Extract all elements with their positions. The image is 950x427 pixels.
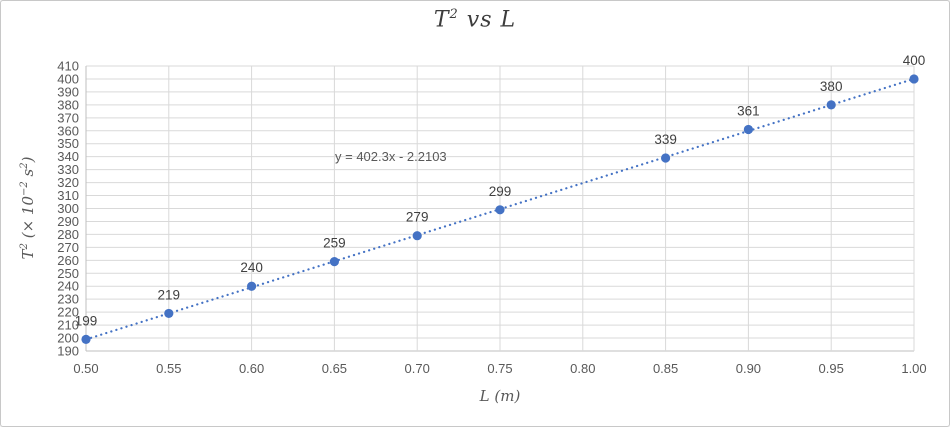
y-tick-label: 190 xyxy=(57,344,79,359)
data-point-label: 299 xyxy=(489,184,512,199)
x-axis-title: L (m) xyxy=(479,387,521,405)
data-point[interactable] xyxy=(81,334,91,344)
y-tick-label: 200 xyxy=(57,331,79,346)
y-tick-label: 240 xyxy=(57,279,79,294)
chart-title-base: T xyxy=(433,7,450,33)
data-point[interactable] xyxy=(826,100,836,110)
data-point-label: 380 xyxy=(820,79,843,94)
y-tick-label: 310 xyxy=(57,188,79,203)
y-tick-label: 290 xyxy=(57,214,79,229)
y-tick-label: 360 xyxy=(57,123,79,138)
y-tick-label: 260 xyxy=(57,253,79,268)
data-point[interactable] xyxy=(164,308,174,319)
y-tick-label: 350 xyxy=(57,136,79,151)
data-point-label: 339 xyxy=(654,132,677,147)
y-tick-label: 330 xyxy=(57,162,79,177)
chart-title: T2 vs L xyxy=(1,7,949,32)
data-point-label: 199 xyxy=(75,313,98,328)
x-tick-label: 1.00 xyxy=(901,361,926,376)
y-axis-title: T2 (× 10−2 s2) xyxy=(19,156,37,260)
y-tick-label: 220 xyxy=(57,305,79,320)
data-point[interactable] xyxy=(247,281,257,291)
y-tick-label: 230 xyxy=(57,292,79,307)
x-tick-label: 0.90 xyxy=(736,361,761,376)
x-tick-label: 0.50 xyxy=(73,361,98,376)
y-tick-label: 250 xyxy=(57,266,79,281)
y-tick-label: 280 xyxy=(57,227,79,242)
y-tick-label: 320 xyxy=(57,175,79,190)
data-point-label: 259 xyxy=(323,236,346,251)
data-point[interactable] xyxy=(495,205,505,215)
x-tick-label: 0.80 xyxy=(570,361,595,376)
chart-title-superscript: 2 xyxy=(449,7,459,22)
y-tick-label: 390 xyxy=(57,84,79,99)
y-tick-label: 270 xyxy=(57,240,79,255)
x-tick-label: 0.85 xyxy=(653,361,678,376)
data-point-label: 219 xyxy=(158,287,181,302)
y-tick-label: 380 xyxy=(57,97,79,112)
y-tick-label: 340 xyxy=(57,149,79,164)
data-point-label: 400 xyxy=(903,53,926,68)
data-point[interactable] xyxy=(329,257,339,267)
y-tick-label: 210 xyxy=(57,318,79,333)
data-point-label: 361 xyxy=(737,103,760,118)
trendline-equation-label: y = 402.3x - 2.2103 xyxy=(335,149,447,164)
x-tick-label: 0.70 xyxy=(405,361,430,376)
data-point[interactable] xyxy=(743,124,754,135)
y-tick-label: 370 xyxy=(57,110,79,125)
x-tick-label: 0.75 xyxy=(487,361,512,376)
y-tick-label: 400 xyxy=(57,71,79,86)
x-tick-label: 0.65 xyxy=(322,361,347,376)
data-point-label: 240 xyxy=(240,260,263,275)
data-point[interactable] xyxy=(909,74,919,84)
x-tick-label: 0.55 xyxy=(156,361,181,376)
data-point[interactable] xyxy=(412,231,422,241)
chart-title-rest: vs L xyxy=(458,7,517,33)
y-tick-label: 410 xyxy=(57,59,79,74)
data-point-label: 279 xyxy=(406,210,429,225)
x-tick-label: 0.60 xyxy=(239,361,264,376)
x-tick-label: 0.95 xyxy=(819,361,844,376)
y-tick-label: 300 xyxy=(57,201,79,216)
data-point[interactable] xyxy=(661,153,671,163)
